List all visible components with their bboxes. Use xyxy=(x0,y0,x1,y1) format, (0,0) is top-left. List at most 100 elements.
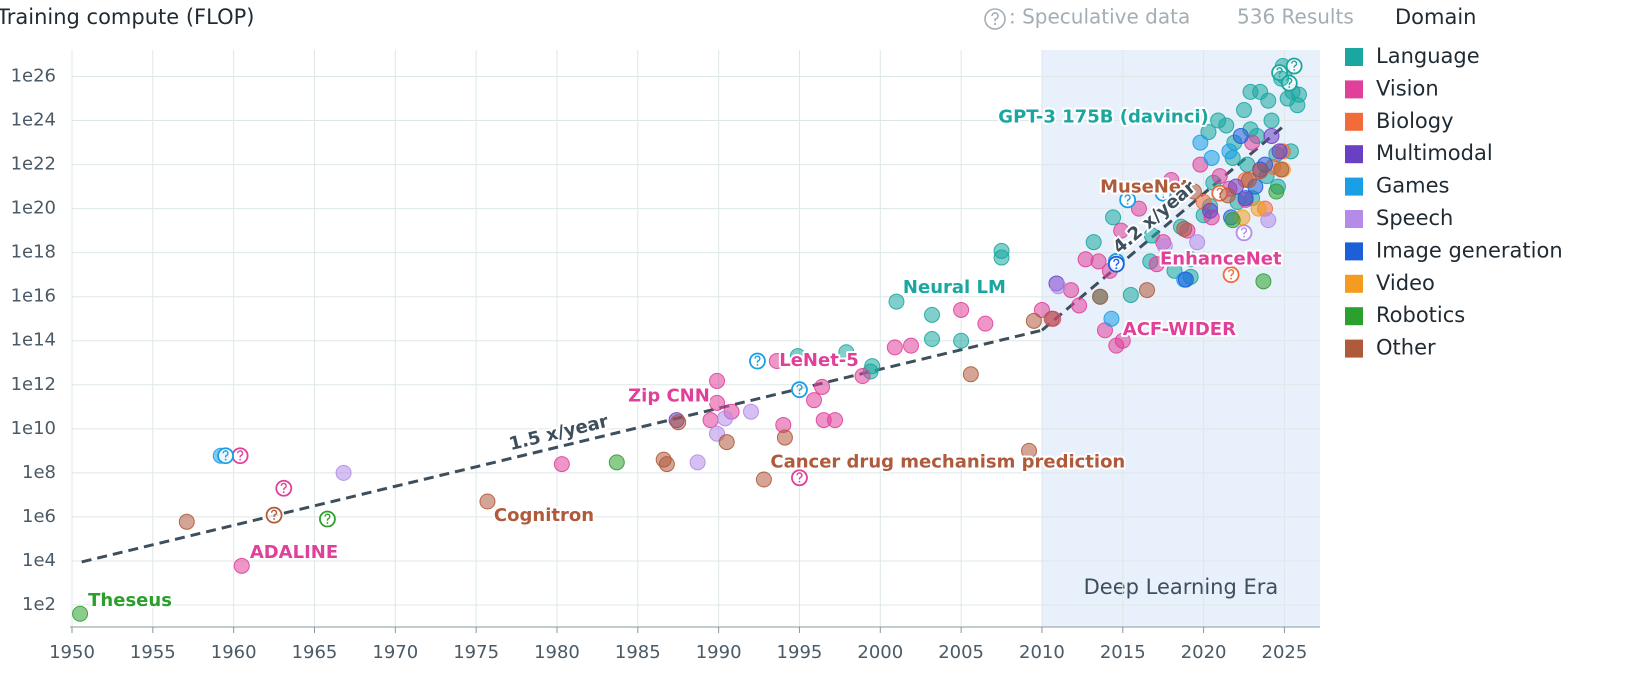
question-glyph xyxy=(1160,187,1167,195)
speculative-mark xyxy=(1240,227,1248,238)
y-tick-label: 1e20 xyxy=(11,198,56,219)
trend-line xyxy=(81,328,1043,564)
data-point xyxy=(1255,273,1272,290)
data-point xyxy=(1268,183,1285,200)
data-point xyxy=(1050,278,1067,295)
legend-label: Other xyxy=(1376,336,1436,360)
speculative-note: : Speculative data xyxy=(1009,5,1190,29)
data-point xyxy=(1148,256,1165,273)
y-tick-label: 1e24 xyxy=(11,110,56,131)
data-point xyxy=(1224,212,1241,229)
x-tick-label: 1990 xyxy=(696,642,742,663)
data-point xyxy=(553,456,570,473)
data-point xyxy=(1114,332,1131,349)
data-point xyxy=(977,315,994,332)
legend-swatch xyxy=(1345,210,1363,228)
x-tick-label: 1960 xyxy=(211,642,257,663)
data-point xyxy=(1260,212,1277,229)
legend-swatch xyxy=(1345,112,1363,131)
question-glyph xyxy=(754,355,761,363)
data-point xyxy=(1182,251,1199,268)
annotation: LeNet-5 xyxy=(779,350,859,371)
data-point xyxy=(1021,442,1038,459)
data-point xyxy=(1221,143,1238,160)
data-point xyxy=(1176,220,1193,237)
data-point xyxy=(962,366,979,383)
data-point xyxy=(1043,310,1060,327)
speculative-mark xyxy=(1291,60,1298,71)
question-glyph xyxy=(280,482,287,490)
data-point xyxy=(768,353,785,370)
data-point xyxy=(702,412,719,429)
speculative-mark xyxy=(1124,194,1131,205)
data-point xyxy=(1139,282,1156,299)
question-dot xyxy=(273,518,275,520)
data-point xyxy=(1290,86,1307,103)
speculative-icon xyxy=(984,8,1006,30)
y-tick-label: 1e12 xyxy=(11,374,56,395)
legend-label: Multimodal xyxy=(1376,141,1493,165)
data-point xyxy=(1211,168,1228,185)
region-label: Deep Learning Era xyxy=(1084,575,1279,599)
data-point xyxy=(1240,171,1257,188)
annotation: EnhanceNet xyxy=(1160,248,1282,269)
data-point xyxy=(1236,102,1253,119)
question-dot xyxy=(326,522,329,524)
question-glyph xyxy=(796,472,803,480)
question-dot xyxy=(756,364,759,366)
data-point xyxy=(1273,161,1290,178)
question-dot xyxy=(1162,196,1165,199)
speculative-mark xyxy=(1113,258,1120,269)
question-glyph xyxy=(1227,269,1235,277)
x-tick-label: 2020 xyxy=(1181,642,1227,663)
data-point xyxy=(838,344,855,361)
legend-label: Robotics xyxy=(1376,303,1465,327)
data-point xyxy=(1263,127,1280,144)
legend-swatch xyxy=(1345,80,1363,99)
legend-label: Speech xyxy=(1376,206,1453,230)
data-point xyxy=(1203,149,1220,166)
legend-swatch xyxy=(1345,177,1363,196)
y-tick-label: 1e14 xyxy=(11,330,56,351)
question-glyph xyxy=(222,450,229,458)
y-tick-label: 1e10 xyxy=(11,418,56,439)
legend-swatch xyxy=(1345,145,1363,164)
y-tick-label: 1e16 xyxy=(11,286,56,307)
speculative-mark xyxy=(796,384,803,395)
data-point xyxy=(1105,209,1122,226)
data-point xyxy=(755,471,772,488)
y-tick-label: 1e8 xyxy=(22,462,56,483)
data-point xyxy=(1122,286,1139,303)
x-tick-label: 1950 xyxy=(49,642,95,663)
data-point xyxy=(335,464,352,481)
data-point xyxy=(1025,312,1042,329)
speculative-mark xyxy=(1160,187,1167,199)
data-point xyxy=(1263,112,1280,129)
legend-title: Domain xyxy=(1395,5,1477,29)
data-point xyxy=(658,456,675,473)
annotation: ACF-WIDER xyxy=(1123,319,1236,340)
legend-swatch xyxy=(1345,242,1363,261)
data-point xyxy=(1163,171,1180,188)
data-point xyxy=(718,434,735,451)
data-point xyxy=(1232,127,1249,144)
data-point xyxy=(608,454,625,471)
question-glyph xyxy=(1113,258,1120,266)
x-tick-label: 1965 xyxy=(292,642,338,663)
data-point xyxy=(1071,297,1088,314)
y-tick-label: 1e2 xyxy=(22,594,56,615)
data-point xyxy=(1250,200,1267,217)
data-point xyxy=(670,414,687,431)
data-point xyxy=(1210,112,1227,129)
annotation: Theseus xyxy=(88,590,172,611)
data-point xyxy=(1219,187,1236,204)
legend-swatch xyxy=(1345,48,1363,66)
y-tick-label: 1e22 xyxy=(11,154,56,175)
question-dot xyxy=(282,491,285,494)
y-tick-label: 1e6 xyxy=(22,506,56,527)
data-point xyxy=(1085,234,1102,251)
x-tick-label: 2010 xyxy=(1019,642,1065,663)
x-tick-label: 1985 xyxy=(615,642,661,663)
annotation: Zip CNN xyxy=(628,385,710,406)
